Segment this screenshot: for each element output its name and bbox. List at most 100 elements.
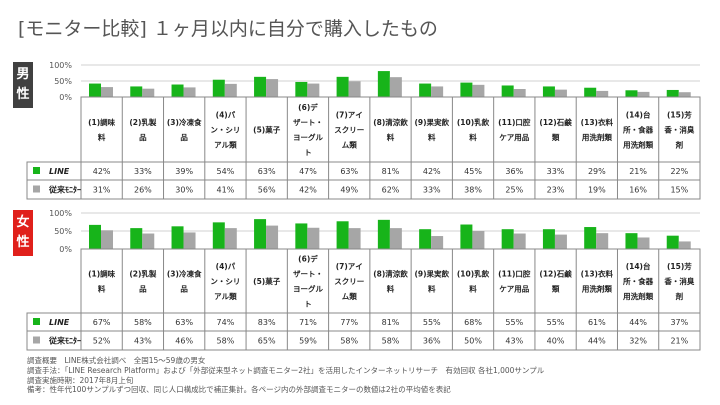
bar-other: [513, 233, 526, 249]
category-label: 品: [180, 133, 188, 142]
data-label: 62%: [382, 186, 400, 195]
bar-line: [419, 229, 432, 249]
category-label: 料: [387, 132, 395, 142]
category-label: (1)調味: [88, 269, 116, 279]
bar-line: [295, 81, 308, 97]
data-label: 47%: [299, 167, 317, 176]
category-label: (2)乳製: [129, 117, 157, 127]
bar-line: [130, 86, 143, 97]
category-label: (14)台: [626, 261, 651, 271]
bar-line: [171, 84, 184, 97]
category-label: ザート・: [293, 118, 323, 127]
bar-other: [183, 232, 196, 249]
data-label: 37%: [670, 318, 688, 327]
footer-line: 調査手法：「LINE Research Platform」および「外部従来型ネッ…: [27, 365, 545, 375]
data-label: 16%: [629, 186, 647, 195]
category-label: 料: [469, 132, 477, 142]
category-label: (7)アイ: [336, 111, 363, 120]
category-label: (3)冷凍食: [167, 117, 202, 127]
category-label: 用洗剤類: [623, 140, 653, 150]
bar-other: [554, 89, 567, 97]
data-label: 45%: [464, 167, 482, 176]
footer-line: 調査概要 LINE株式会社調べ 全国15～59歳の男女: [27, 356, 206, 365]
bar-other: [307, 83, 320, 97]
bar-line: [419, 83, 432, 97]
category-label: 所・食器: [623, 276, 653, 286]
data-label: 36%: [423, 337, 441, 346]
category-label: アル類: [214, 291, 237, 301]
footer-notes: 調査概要 LINE株式会社調べ 全国15～59歳の男女 調査手法：「LINE R…: [27, 356, 544, 395]
data-label: 40%: [547, 337, 565, 346]
data-label: 55%: [547, 318, 565, 327]
category-label: 品: [139, 285, 147, 294]
bar-other: [472, 84, 485, 97]
table-border: [80, 96, 701, 200]
category-label: ケア用品: [499, 133, 529, 142]
category-label: (6)デ: [298, 102, 318, 112]
category-label: 類: [551, 284, 560, 294]
data-label: 63%: [340, 167, 358, 176]
bar-other: [554, 234, 567, 249]
female-badge: 女性: [13, 210, 33, 256]
bar-other: [637, 237, 650, 249]
bar-line: [625, 233, 638, 249]
data-label: 58%: [134, 318, 152, 327]
category-label: アル類: [214, 140, 237, 150]
category-label: (2)乳製: [129, 269, 157, 279]
male-badge: 男性: [13, 62, 33, 108]
category-label: 料: [98, 132, 106, 142]
category-label: (15)芳: [667, 261, 692, 271]
category-label: (12)石鹸: [539, 117, 572, 127]
table-border: [80, 248, 701, 351]
category-label: 料: [98, 284, 106, 294]
legend-label: LINE: [49, 167, 70, 176]
y-tick-label: 50%: [54, 227, 72, 236]
category-label: (1)調味: [88, 117, 116, 127]
bar-other: [183, 87, 196, 97]
bar-other: [101, 87, 113, 97]
category-label: 用洗剤類: [623, 291, 653, 301]
bar-line: [584, 87, 597, 97]
data-label: 39%: [175, 167, 193, 176]
category-label: (4)パ: [216, 261, 236, 271]
bar-line: [584, 227, 597, 249]
category-label: (6)デ: [298, 254, 318, 264]
bar-other: [142, 88, 155, 97]
bar-line: [171, 226, 184, 249]
category-label: (13)衣料: [581, 269, 614, 279]
category-label: (13)衣料: [581, 117, 614, 127]
data-label: 32%: [629, 337, 647, 346]
bar-line: [501, 85, 514, 97]
bar-line: [625, 90, 638, 97]
bar-other: [596, 233, 609, 249]
legend-swatch: [33, 318, 40, 325]
bar-other: [101, 230, 113, 249]
data-label: 46%: [175, 337, 193, 346]
category-label: (3)冷凍食: [167, 269, 202, 279]
category-label: (9)果実飲: [414, 117, 449, 127]
data-label: 55%: [423, 318, 441, 327]
bar-line: [460, 224, 473, 249]
category-label: ム類: [342, 140, 357, 150]
category-label: (15)芳: [667, 110, 692, 120]
data-label: 42%: [93, 167, 111, 176]
data-label: 63%: [258, 167, 276, 176]
bar-other: [431, 236, 444, 249]
data-label: 19%: [588, 186, 606, 195]
category-label: 香・消臭: [663, 125, 694, 135]
data-label: 58%: [382, 337, 400, 346]
data-label: 83%: [258, 318, 276, 327]
data-label: 44%: [629, 318, 647, 327]
category-label: 所・食器: [623, 125, 653, 135]
data-label: 44%: [588, 337, 606, 346]
category-label: 剤: [675, 291, 684, 301]
category-label: 香・消臭: [663, 276, 694, 286]
bar-other: [142, 233, 155, 249]
bar-other: [307, 227, 320, 249]
legend-label: LINE: [49, 318, 70, 327]
bar-line: [460, 82, 473, 97]
bar-other: [513, 89, 526, 97]
category-label: ヨーグル: [293, 284, 323, 294]
bar-other: [472, 231, 485, 249]
